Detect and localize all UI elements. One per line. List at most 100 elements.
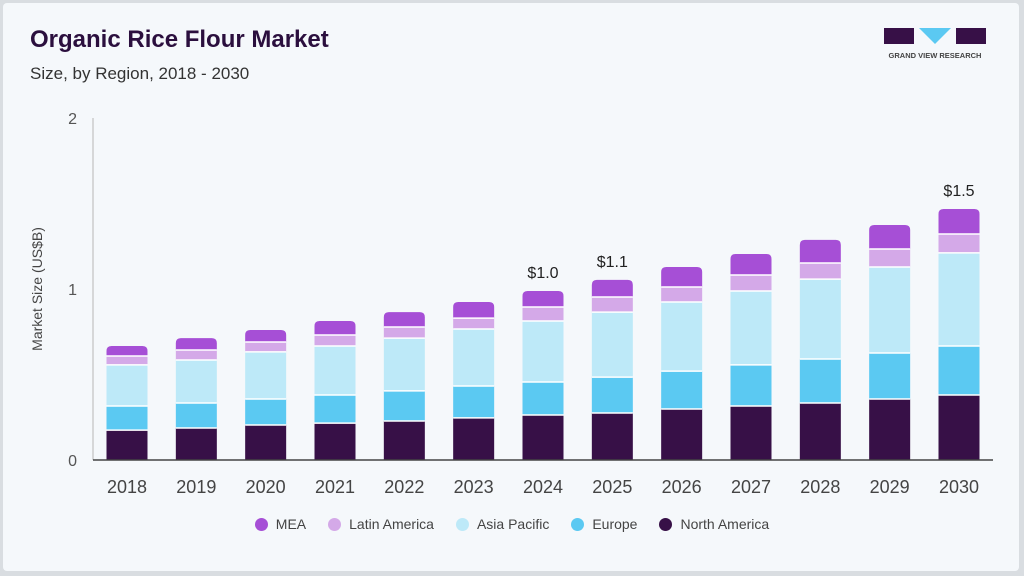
- bar-segment-mea: [522, 291, 564, 307]
- x-tick-label: 2021: [315, 477, 355, 497]
- bar-segment-asia-pacific: [661, 301, 703, 372]
- bar-segment-latin-america: [245, 342, 287, 352]
- bar-segment-asia-pacific: [245, 351, 287, 399]
- bar-segment-asia-pacific: [938, 252, 980, 346]
- bar-segment-north-america: [314, 423, 356, 460]
- bar-segment-europe: [661, 371, 703, 410]
- legend-item: MEA: [254, 516, 307, 532]
- bar-segment-north-america: [383, 421, 425, 460]
- bar-segment-latin-america: [799, 263, 841, 280]
- bar-segment-mea: [453, 301, 495, 319]
- x-tick-label: 2024: [523, 477, 563, 497]
- bar-segment-mea: [383, 312, 425, 327]
- legend-item: Asia Pacific: [455, 516, 550, 532]
- bar-segment-mea: [106, 345, 148, 357]
- bar-segment-latin-america: [591, 297, 633, 313]
- bar-segment-europe: [106, 405, 148, 431]
- legend-item: Europe: [571, 516, 637, 532]
- bar-segment-asia-pacific: [175, 359, 217, 404]
- bar-segment-mea: [661, 266, 703, 287]
- bar-segment-latin-america: [522, 306, 564, 321]
- bar-segment-north-america: [730, 405, 772, 460]
- svg-text:GRAND VIEW RESEARCH: GRAND VIEW RESEARCH: [889, 51, 982, 60]
- y-axis-label: Market Size (US$B): [29, 227, 45, 351]
- bar-segment-north-america: [869, 398, 911, 460]
- bar-segment-europe: [730, 364, 772, 406]
- chart-card: [3, 3, 1019, 571]
- legend-label: Asia Pacific: [476, 516, 550, 532]
- legend-swatch: [571, 517, 585, 531]
- bar-segment-asia-pacific: [591, 312, 633, 378]
- bar-segment-asia-pacific: [453, 329, 495, 386]
- bar-segment-asia-pacific: [730, 291, 772, 365]
- total-data-label: $1.0: [527, 265, 558, 282]
- chart-subtitle: Size, by Region, 2018 - 2030: [30, 64, 250, 83]
- bar-segment-europe: [175, 403, 217, 429]
- legend: MEA Latin America Asia Pacific Europe North …: [0, 516, 1024, 532]
- bar-segment-latin-america: [869, 248, 911, 267]
- y-tick-label: 2: [68, 111, 77, 128]
- bar-segment-mea: [799, 239, 841, 264]
- bar-segment-latin-america: [383, 326, 425, 339]
- bar-segment-europe: [522, 382, 564, 416]
- legend-swatch: [328, 517, 342, 531]
- y-tick-label: 0: [68, 453, 77, 470]
- bar-segment-latin-america: [175, 350, 217, 360]
- bar-segment-mea: [245, 330, 287, 343]
- bar-segment-north-america: [938, 395, 980, 460]
- bar-segment-asia-pacific: [314, 345, 356, 396]
- bar-segment-asia-pacific: [522, 320, 564, 383]
- bar-segment-latin-america: [661, 286, 703, 302]
- bar-segment-mea: [869, 225, 911, 249]
- bar-segment-europe: [245, 398, 287, 425]
- legend-label: North America: [680, 516, 770, 532]
- x-tick-label: 2029: [870, 477, 910, 497]
- bar-segment-mea: [314, 320, 356, 335]
- x-tick-label: 2019: [176, 477, 216, 497]
- x-tick-label: 2020: [246, 477, 286, 497]
- x-tick-label: 2025: [592, 477, 632, 497]
- legend-item: Latin America: [328, 516, 434, 532]
- legend-label: MEA: [275, 516, 307, 532]
- bar-segment-mea: [938, 208, 980, 234]
- bar-segment-europe: [799, 358, 841, 404]
- bar-segment-latin-america: [453, 318, 495, 330]
- bar-segment-europe: [314, 395, 356, 424]
- bar-segment-latin-america: [314, 334, 356, 346]
- bar-segment-europe: [938, 345, 980, 396]
- bar-segment-asia-pacific: [869, 266, 911, 353]
- x-tick-label: 2026: [662, 477, 702, 497]
- bar-segment-north-america: [453, 417, 495, 460]
- x-tick-label: 2023: [454, 477, 494, 497]
- x-tick-label: 2027: [731, 477, 771, 497]
- bar-segment-europe: [591, 377, 633, 413]
- bar-segment-latin-america: [730, 274, 772, 292]
- legend-label: Latin America: [349, 516, 434, 532]
- bar-segment-mea: [591, 279, 633, 298]
- legend-swatch: [659, 517, 673, 531]
- bar-segment-asia-pacific: [383, 338, 425, 391]
- y-tick-label: 1: [68, 282, 77, 299]
- x-tick-label: 2022: [384, 477, 424, 497]
- total-data-label: $1.5: [943, 183, 974, 200]
- bar-segment-north-america: [245, 424, 287, 460]
- bar-segment-europe: [383, 390, 425, 422]
- x-tick-label: 2018: [107, 477, 147, 497]
- bar-segment-latin-america: [106, 356, 148, 365]
- bar-segment-north-america: [106, 430, 148, 460]
- legend-swatch: [254, 517, 268, 531]
- bar-segment-north-america: [661, 409, 703, 460]
- legend-item: North America: [659, 516, 769, 532]
- chart-title: Organic Rice Flour Market: [30, 26, 329, 53]
- bar-segment-asia-pacific: [106, 364, 148, 406]
- bar-segment-north-america: [799, 403, 841, 460]
- bar-segment-mea: [730, 253, 772, 275]
- bar-segment-north-america: [175, 428, 217, 460]
- bar-segment-europe: [453, 385, 495, 418]
- bar-segment-asia-pacific: [799, 279, 841, 359]
- total-data-label: $1.1: [597, 254, 628, 271]
- x-tick-label: 2030: [939, 477, 979, 497]
- bar-segment-europe: [869, 352, 911, 399]
- bar-segment-latin-america: [938, 233, 980, 253]
